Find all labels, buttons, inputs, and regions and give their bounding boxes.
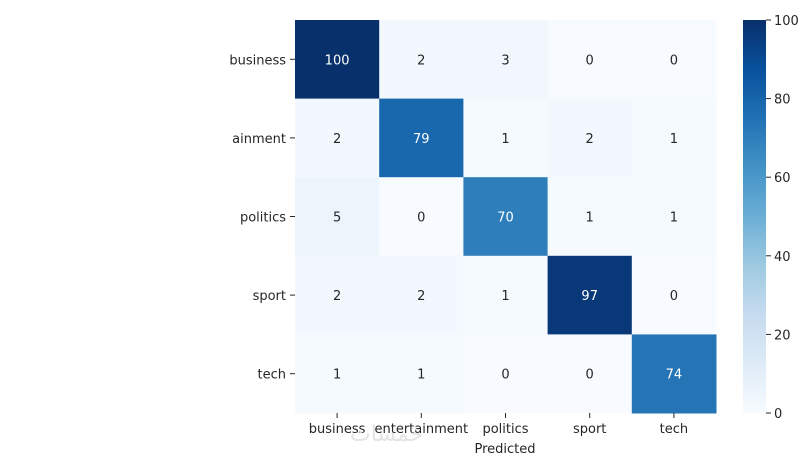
y-tick-label: politics [240, 211, 286, 226]
cell-value-label: 1 [501, 289, 509, 304]
x-axis-ticks: business entertainment politics sport tech [309, 413, 688, 437]
colorbar [743, 20, 766, 413]
heatmap-cell [379, 20, 464, 100]
heatmap-cell [379, 177, 464, 257]
heatmap-cell [295, 334, 380, 414]
heatmap-cell [463, 20, 549, 100]
cell-value-label: 5 [333, 211, 341, 226]
heatmap-cell [295, 98, 380, 178]
x-axis-label: Predicted [474, 442, 535, 457]
y-tick-label: ainment [232, 132, 286, 147]
y-axis-ticks: business ainment politics sport tech [229, 53, 295, 383]
watermark-logo: خمسات [350, 422, 424, 447]
cell-value-label: 2 [333, 132, 341, 147]
cell-value-label: 0 [586, 368, 594, 383]
cell-value-label: 2 [417, 53, 425, 68]
heatmap-cell [547, 177, 633, 257]
colorbar-tick-label: 80 [774, 93, 791, 108]
cell-value-label: 97 [581, 289, 598, 304]
heatmap-cell [295, 255, 380, 335]
heatmap-cell [631, 334, 717, 414]
heatmap-cell [547, 334, 633, 414]
x-tick-label: entertainment [375, 422, 469, 437]
cell-value-label: 0 [501, 368, 509, 383]
colorbar-tick-label: 40 [774, 250, 791, 265]
x-tick-label: politics [482, 422, 528, 437]
cell-value-label: 1 [501, 132, 509, 147]
heatmap-cell [379, 334, 464, 414]
heatmap-cell [547, 98, 633, 178]
cell-value-label: 2 [417, 289, 425, 304]
colorbar-tick-label: 20 [774, 328, 791, 343]
colorbar-tick-label: 100 [774, 14, 799, 29]
x-tick-label: tech [660, 422, 688, 437]
heatmap-cell [547, 20, 633, 100]
cell-value-label: 2 [586, 132, 594, 147]
heatmap-cell [631, 20, 717, 100]
cell-value-label: 1 [417, 368, 425, 383]
cell-value-label: 2 [333, 289, 341, 304]
cell-value-label: 0 [417, 211, 425, 226]
colorbar-tick-label: 60 [774, 171, 791, 186]
y-tick-label: sport [253, 289, 286, 304]
cell-value-label: 100 [325, 53, 350, 68]
heatmap-cell [631, 98, 717, 178]
heatmap-cell [463, 334, 549, 414]
heatmap-cell [463, 177, 549, 257]
heatmap-cell [379, 98, 464, 178]
colorbar-ticks: 0 20 40 60 80 100 [766, 14, 799, 422]
cell-value-label: 1 [670, 132, 678, 147]
x-tick-label: business [309, 422, 366, 437]
heatmap-cell [631, 177, 717, 257]
y-tick-label: tech [258, 368, 286, 383]
colorbar-tick-label: 0 [774, 407, 782, 422]
cell-value-label: 0 [670, 289, 678, 304]
cell-value-label: 1 [333, 368, 341, 383]
heatmap-cell-labels: 100 2 3 0 02 79 1 2 15 0 70 1 12 2 1 97 01 1 0 0 74 [325, 53, 682, 382]
cell-value-label: 1 [670, 211, 678, 226]
cell-value-label: 0 [586, 53, 594, 68]
cell-value-label: 79 [413, 132, 430, 147]
cell-value-label: 3 [501, 53, 509, 68]
heatmap-cell [631, 255, 717, 335]
heatmap-cell [379, 255, 464, 335]
heatmap-cells [295, 20, 717, 414]
y-tick-label: business [229, 53, 286, 68]
heatmap-cell [295, 20, 380, 100]
cell-value-label: 70 [497, 211, 514, 226]
x-tick-label: sport [573, 422, 606, 437]
heatmap-cell [463, 98, 549, 178]
heatmap-cell [463, 255, 549, 335]
cell-value-label: 0 [670, 53, 678, 68]
cell-value-label: 74 [666, 368, 683, 383]
heatmap-cell [295, 177, 380, 257]
cell-value-label: 1 [586, 211, 594, 226]
heatmap-cell [547, 255, 633, 335]
